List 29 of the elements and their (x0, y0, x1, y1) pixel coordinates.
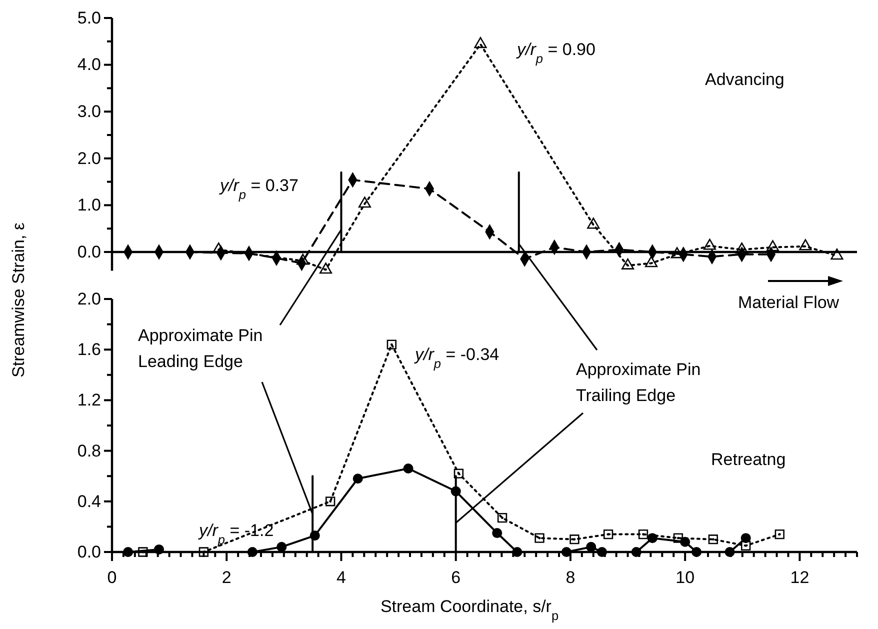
x-tick-label: 8 (566, 568, 576, 588)
text: y/r$_{p}$ = 0.37 (219, 176, 298, 202)
x-tick-label: 12 (790, 568, 810, 588)
x-tick-label: 10 (676, 568, 695, 588)
y-tick-label: 5.0 (77, 8, 101, 28)
y-tick-label: 1.2 (77, 390, 101, 410)
y-tick-label: 2.0 (77, 289, 101, 308)
x-axis-title: Stream Coordinate, s/r$_{p}$ (380, 597, 559, 622)
y-tick-label: 3.0 (77, 102, 101, 122)
x-tick-label: 4 (336, 568, 346, 588)
annotation: Advancing (705, 70, 784, 89)
x-tick-label: 6 (451, 568, 461, 588)
annotation: Retreatng (711, 450, 786, 469)
series-label: y/r$_{p}$ = 0.90 (516, 40, 596, 66)
y-axis-title: Streamwise Strain, ε (9, 222, 28, 378)
y-tick-label: 1.6 (77, 340, 101, 360)
annotation: Approximate Pin Trailing Edge (576, 360, 701, 405)
y-tick-label: 0.0 (77, 542, 101, 562)
x-tick-label: 2 (222, 568, 232, 588)
y-tick-label: 2.0 (77, 148, 101, 168)
y-tick-label: 0.4 (77, 492, 101, 511)
y-tick-label: 4.0 (77, 55, 101, 74)
annotation: Material Flow (738, 293, 840, 312)
x-tick-label: 0 (107, 568, 117, 588)
annotation: Approximate Pin Leading Edge (138, 326, 263, 371)
y-tick-label: 1.0 (77, 196, 101, 215)
series-label: y/r$_{p}$ = -0.34 (414, 345, 500, 370)
y-tick-label: 0.8 (77, 441, 101, 460)
y-tick-label: 0.0 (77, 242, 101, 262)
